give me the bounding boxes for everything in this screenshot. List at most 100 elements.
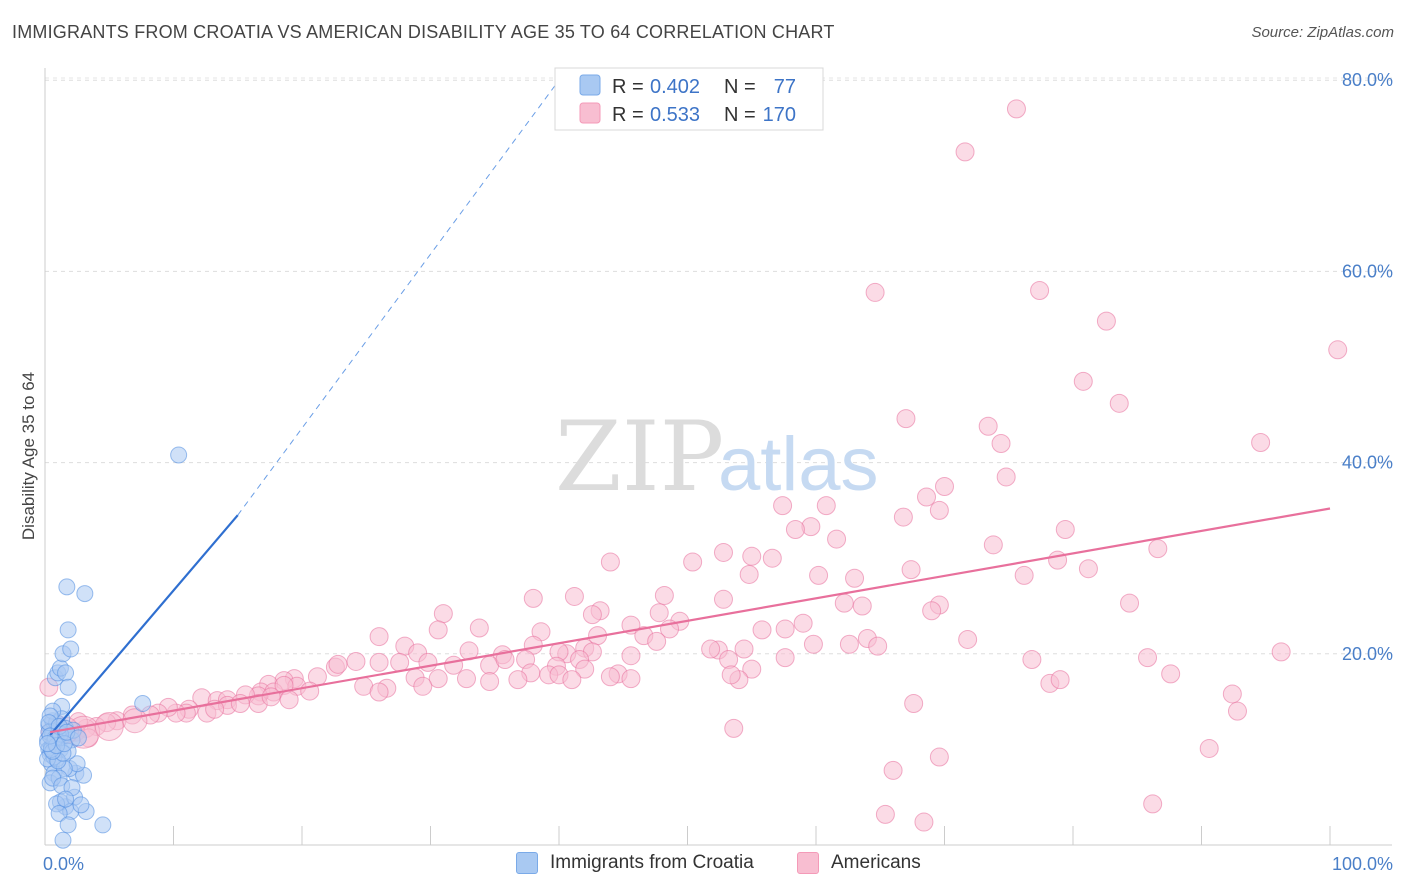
americans-point-93 bbox=[444, 655, 464, 675]
croatia-point-24 bbox=[59, 621, 77, 639]
americans-point-34 bbox=[845, 568, 865, 588]
watermark: ZIP atlas bbox=[555, 401, 879, 513]
legend-r-label-croatia: R = bbox=[612, 76, 644, 98]
americans-point-171 bbox=[914, 812, 934, 832]
americans-point-83 bbox=[621, 646, 641, 666]
americans-point-167 bbox=[929, 747, 949, 767]
americans-point-111 bbox=[621, 669, 641, 689]
americans-cluster-point-1 bbox=[94, 711, 124, 741]
americans-point-3 bbox=[1030, 281, 1050, 301]
grid-lines bbox=[45, 77, 1392, 655]
croatia-point-21 bbox=[59, 678, 77, 696]
americans-point-9 bbox=[978, 416, 998, 436]
americans-point-103 bbox=[369, 652, 389, 672]
y-tick-label-60: 60.0% bbox=[1342, 261, 1393, 281]
source-credit: Source: ZipAtlas.com bbox=[1251, 24, 1394, 41]
tick-labels: 20.0% 40.0% 60.0% 80.0% 0.0% 100.0% bbox=[43, 70, 1393, 874]
americans-point-163 bbox=[1227, 701, 1247, 721]
americans-point-69 bbox=[803, 634, 823, 654]
americans-point-95 bbox=[495, 650, 515, 670]
americans-point-11 bbox=[1251, 433, 1271, 453]
americans-point-54 bbox=[793, 613, 813, 633]
americans-point-23 bbox=[1055, 520, 1075, 540]
x-tick-label-0: 0.0% bbox=[43, 854, 84, 874]
americans-point-12 bbox=[917, 487, 937, 507]
americans-point-86 bbox=[775, 648, 795, 668]
americans-point-25 bbox=[1048, 550, 1068, 570]
americans-point-85 bbox=[742, 659, 762, 679]
bottom-legend-americans: Americans bbox=[797, 852, 921, 874]
americans-point-169 bbox=[1143, 794, 1163, 814]
americans-point-32 bbox=[739, 564, 759, 584]
americans-point-72 bbox=[958, 629, 978, 649]
americans-point-49 bbox=[649, 603, 669, 623]
americans-point-67 bbox=[734, 639, 754, 659]
americans-point-14 bbox=[996, 467, 1016, 487]
americans-point-48 bbox=[582, 605, 602, 625]
americans-point-66 bbox=[701, 639, 721, 659]
americans-point-91 bbox=[390, 652, 410, 672]
croatia-point-35 bbox=[50, 804, 68, 822]
legend-n-label-americans: N = bbox=[724, 104, 756, 126]
americans-point-71 bbox=[868, 636, 888, 656]
americans-point-60 bbox=[428, 620, 448, 640]
americans-point-165 bbox=[724, 718, 744, 738]
americans-point-53 bbox=[775, 619, 795, 639]
croatia-point-25 bbox=[58, 578, 76, 596]
americans-point-70 bbox=[839, 634, 859, 654]
americans-point-5 bbox=[1328, 340, 1348, 360]
croatia-point-76 bbox=[72, 796, 90, 814]
croatia-point-27 bbox=[170, 446, 188, 464]
bottom-legend-swatch-americans bbox=[797, 852, 819, 874]
americans-point-17 bbox=[801, 517, 821, 537]
americans-point-8 bbox=[896, 409, 916, 429]
americans-point-38 bbox=[834, 593, 854, 613]
bottom-legend-croatia: Immigrants from Croatia bbox=[516, 852, 754, 874]
americans-point-13 bbox=[935, 477, 954, 496]
americans-point-27 bbox=[713, 542, 733, 562]
croatia-point-36 bbox=[59, 816, 77, 834]
americans-point-100 bbox=[456, 669, 476, 689]
americans-point-24 bbox=[1014, 565, 1034, 585]
americans-point-88 bbox=[1138, 648, 1158, 668]
bottom-legend: Immigrants from Croatia Americans bbox=[0, 852, 1406, 878]
americans-point-43 bbox=[654, 585, 674, 605]
legend-r-label-americans: R = bbox=[612, 104, 644, 126]
americans-point-33 bbox=[809, 565, 829, 585]
americans-point-102 bbox=[328, 654, 348, 674]
croatia-point-69 bbox=[39, 735, 57, 753]
americans-point-161 bbox=[721, 665, 741, 685]
americans-point-31 bbox=[683, 552, 703, 572]
legend-n-label-croatia: N = bbox=[724, 76, 756, 98]
americans-point-44 bbox=[564, 586, 584, 606]
americans-point-75 bbox=[369, 627, 389, 647]
americans-point-6 bbox=[1073, 371, 1093, 391]
croatia-point-28 bbox=[134, 695, 152, 713]
croatia-trend-extension bbox=[237, 79, 560, 516]
croatia-point-38 bbox=[54, 831, 72, 849]
legend-swatch-croatia bbox=[579, 74, 601, 96]
americans-point-29 bbox=[762, 548, 782, 568]
americans-point-124 bbox=[413, 676, 433, 696]
trend-lines bbox=[49, 79, 1331, 736]
americans-point-170 bbox=[875, 804, 895, 824]
americans-point-112 bbox=[562, 670, 582, 690]
americans-point-10 bbox=[991, 433, 1011, 453]
americans-point-136 bbox=[279, 690, 299, 710]
croatia-point-75 bbox=[57, 790, 75, 808]
americans-point-26 bbox=[1148, 539, 1168, 559]
americans-point-59 bbox=[469, 618, 489, 638]
americans-trend-line bbox=[49, 507, 1331, 734]
croatia-point-37 bbox=[94, 816, 112, 834]
americans-point-30 bbox=[600, 552, 620, 572]
croatia-point-23 bbox=[62, 640, 80, 658]
americans-point-37 bbox=[1120, 593, 1140, 613]
americans-point-18 bbox=[785, 520, 805, 540]
americans-point-82 bbox=[575, 659, 595, 679]
americans-point-7 bbox=[1109, 393, 1129, 413]
americans-point-123 bbox=[369, 682, 389, 702]
americans-point-168 bbox=[883, 760, 903, 780]
x-tick-label-100: 100.0% bbox=[1332, 854, 1393, 874]
americans-point-164 bbox=[904, 694, 924, 714]
